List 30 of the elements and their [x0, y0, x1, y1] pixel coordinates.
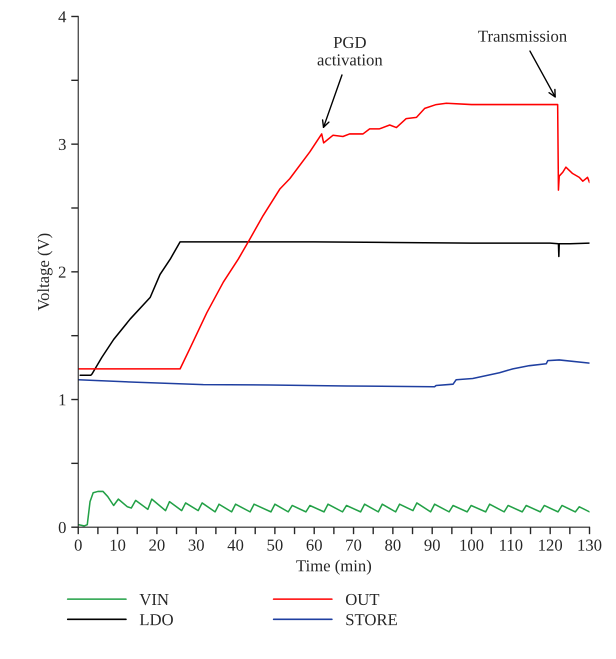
- y-tick-label: 1: [60, 394, 66, 406]
- y-tick-label: 2: [58, 266, 66, 278]
- line-series: [78, 102, 590, 370]
- x-tick-label: 80: [385, 539, 401, 551]
- line-series: [78, 359, 590, 388]
- legend-label: VIN: [140, 594, 169, 606]
- x-tick-label: 100: [460, 539, 484, 551]
- x-tick-label: 20: [149, 539, 165, 551]
- x-tick-label: 90: [424, 539, 440, 551]
- x-tick-label: 120: [539, 539, 562, 551]
- legend-label: STORE: [346, 614, 397, 626]
- annotation: PGD activation: [318, 36, 382, 66]
- x-tick-label: 70: [346, 539, 362, 551]
- x-tick-label: 30: [188, 539, 204, 551]
- x-tick-label: 10: [110, 539, 126, 551]
- y-tick-label: 0: [58, 522, 66, 534]
- y-tick-label: 4: [58, 11, 66, 22]
- x-tick-label: 50: [268, 539, 283, 551]
- x-tick-label: 110: [500, 539, 522, 551]
- x-tick-label: 130: [578, 539, 602, 551]
- legend-label: OUT: [346, 594, 380, 606]
- x-tick-label: 0: [74, 539, 82, 551]
- x-tick-label: 60: [306, 539, 322, 551]
- annotation: Transmission: [478, 30, 567, 42]
- line-series: [79, 241, 590, 376]
- x-axis-title: Time (min): [296, 560, 372, 575]
- x-tick-label: 40: [228, 539, 244, 551]
- y-axis-title: Voltage (V): [37, 234, 53, 311]
- y-tick-label: 3: [58, 138, 66, 150]
- legend-label: LDO: [140, 614, 173, 626]
